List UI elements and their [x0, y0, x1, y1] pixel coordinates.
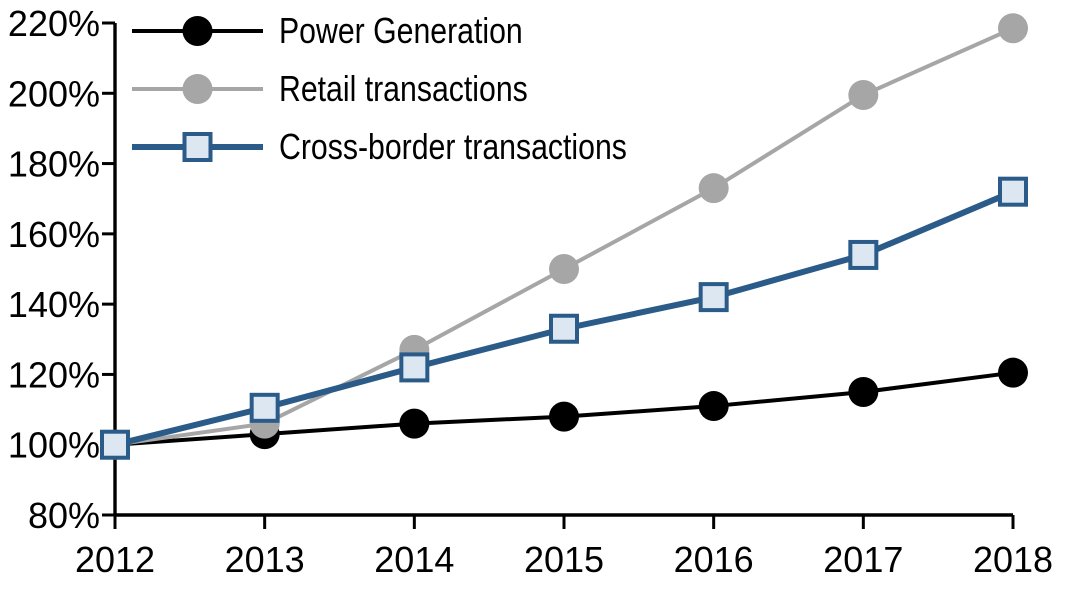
y-axis-label: 100% [8, 425, 100, 466]
data-point-power-generation-2014 [399, 408, 430, 439]
legend-marker-retail-transactions [132, 74, 263, 104]
data-point-cross-border-transactions-2016 [698, 282, 729, 313]
data-point-power-generation-2016 [698, 391, 729, 422]
data-point-retail-transactions-2015 [549, 254, 579, 284]
y-axis-label: 220% [8, 3, 100, 44]
x-axis-label: 2012 [75, 539, 155, 580]
data-point-power-generation-2018 [998, 357, 1028, 388]
legend-item-power-generation: Power Generation [132, 2, 693, 60]
data-point-cross-border-transactions-2017 [848, 239, 879, 270]
data-point-retail-transactions-2016 [698, 173, 729, 204]
x-axis-label: 2016 [674, 539, 754, 580]
y-axis-label: 140% [8, 284, 100, 325]
legend-label-power-generation: Power Generation [279, 10, 523, 51]
x-axis-label: 2013 [225, 539, 305, 580]
y-axis-label: 180% [8, 144, 100, 185]
legend-label-retail-transactions: Retail transactions [279, 68, 528, 109]
data-point-power-generation-2017 [848, 377, 879, 407]
data-point-cross-border-transactions-2015 [549, 313, 579, 344]
legend-label-cross-border-transactions: Cross-border transactions [279, 126, 627, 167]
x-axis-label: 2018 [973, 539, 1053, 580]
legend-marker-cross-border-transactions [132, 132, 263, 162]
data-point-cross-border-transactions-2013 [249, 392, 280, 423]
y-axis-label: 200% [8, 73, 100, 114]
x-axis-label: 2014 [374, 539, 454, 580]
data-point-cross-border-transactions-2014 [399, 352, 430, 383]
chart-legend: Power Generation Retail transactions Cro… [132, 2, 693, 176]
data-point-cross-border-transactions-2018 [998, 176, 1028, 207]
legend-circle-marker [182, 16, 213, 46]
legend-item-cross-border-transactions: Cross-border transactions [132, 118, 693, 176]
data-point-power-generation-2015 [549, 401, 579, 432]
x-axis-label: 2015 [524, 539, 604, 580]
legend-circle-marker [182, 74, 213, 104]
data-point-cross-border-transactions-2012 [100, 429, 130, 460]
data-point-retail-transactions-2017 [848, 80, 879, 111]
y-axis-label: 80% [28, 495, 100, 536]
y-axis-label: 160% [8, 214, 100, 255]
legend-square-marker [182, 132, 213, 162]
legend-item-retail-transactions: Retail transactions [132, 60, 693, 118]
legend-marker-power-generation [132, 16, 263, 46]
data-point-retail-transactions-2018 [998, 13, 1028, 44]
x-axis-label: 2017 [823, 539, 903, 580]
y-axis-label: 120% [8, 354, 100, 395]
